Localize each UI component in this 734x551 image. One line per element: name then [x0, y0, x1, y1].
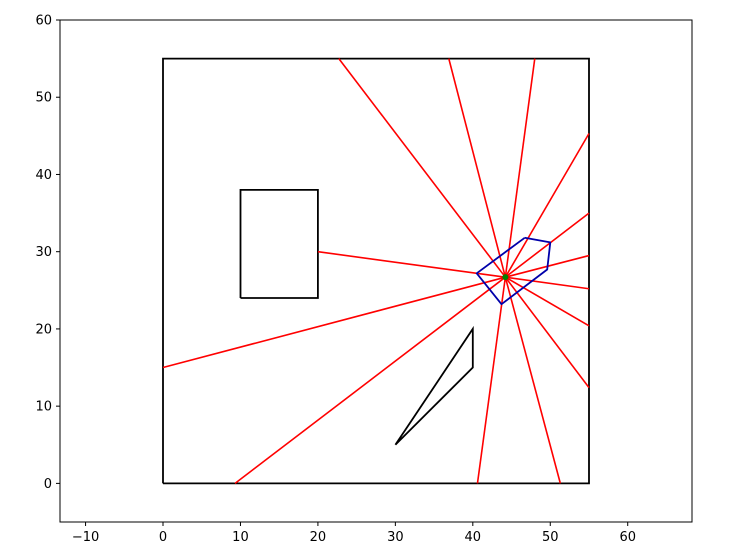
visibility-polygon	[475, 236, 552, 306]
x-tick-label: 50	[542, 530, 559, 545]
ray-10	[504, 276, 562, 484]
boundary-line	[162, 57, 590, 485]
x-tick-label: 0	[159, 530, 167, 545]
ray-5	[504, 212, 590, 278]
obstacle-1	[239, 188, 319, 299]
y-tick-label: 50	[35, 91, 52, 106]
y-tick-label: 40	[35, 168, 52, 183]
ray-2	[448, 58, 507, 278]
y-tick-label: 20	[35, 322, 52, 337]
y-tick-label: 10	[35, 400, 52, 415]
ray-9	[504, 276, 590, 389]
ray-8	[504, 276, 590, 327]
axes-frame	[59, 19, 693, 523]
ray-14	[317, 250, 506, 278]
x-tick-label: 40	[465, 530, 482, 545]
x-tick-label: −10	[72, 530, 99, 545]
x-tick-label: 30	[387, 530, 404, 545]
ray-4	[504, 133, 590, 278]
ray-11	[476, 277, 507, 484]
ray-13	[162, 276, 506, 369]
ray-1	[338, 58, 506, 278]
x-tick-label: 20	[310, 530, 327, 545]
ray-12	[234, 276, 506, 485]
y-tick-label: 30	[35, 245, 52, 260]
ray-3	[504, 58, 536, 278]
axes: −10 0 10 20 30 40 50 60 0 10 20 30 40 50 60	[35, 14, 693, 545]
x-tick-label: 10	[232, 530, 249, 545]
ray-7	[505, 276, 590, 290]
y-tick-label: 0	[44, 477, 52, 492]
obstacle-2	[394, 325, 474, 446]
plot-area	[162, 57, 590, 485]
y-tick-label: 60	[35, 14, 52, 29]
x-tick-label: 60	[619, 530, 636, 545]
center-point	[502, 274, 509, 281]
